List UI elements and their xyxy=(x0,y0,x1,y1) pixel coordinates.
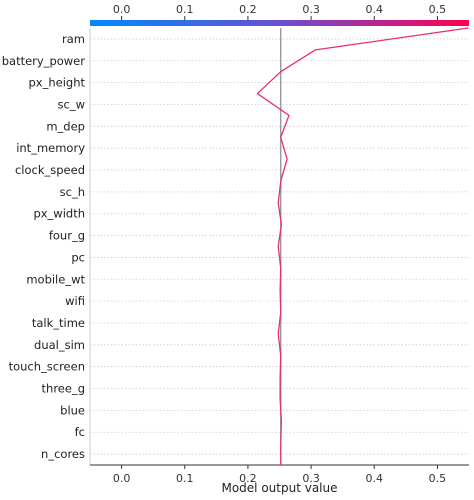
feature-label: int_memory xyxy=(16,141,85,155)
top-tick-label: 0.5 xyxy=(429,3,447,16)
feature-label: three_g xyxy=(42,382,85,396)
top-tick-label: 0.1 xyxy=(176,3,194,16)
feature-label: px_width xyxy=(33,207,85,221)
plot-frame xyxy=(89,28,469,466)
bottom-tick-label: 0.2 xyxy=(239,472,257,485)
feature-label: n_cores xyxy=(41,447,85,461)
bottom-tick-label: 0.0 xyxy=(113,472,131,485)
top-tick-label: 0.0 xyxy=(113,3,131,16)
bottom-tick-label: 0.4 xyxy=(366,472,384,485)
feature-label: pc xyxy=(71,250,85,264)
feature-label: m_dep xyxy=(46,119,85,133)
feature-labels: ram battery_power px_height sc_w m_dep int_me… xyxy=(2,32,86,461)
bottom-tick-label: 0.1 xyxy=(176,472,194,485)
feature-label: ram xyxy=(62,32,85,46)
feature-label: blue xyxy=(60,403,85,417)
feature-label: sc_w xyxy=(58,97,85,111)
bottom-axis: 0.0 0.1 0.2 0.3 0.4 0.5 xyxy=(113,465,446,485)
bottom-tick-label: 0.3 xyxy=(302,472,320,485)
bottom-tick-label: 0.5 xyxy=(429,472,447,485)
feature-label: battery_power xyxy=(2,54,86,68)
top-tick-label: 0.3 xyxy=(302,3,320,16)
feature-label: wifi xyxy=(65,294,85,308)
feature-label: talk_time xyxy=(32,316,85,330)
feature-label: fc xyxy=(75,425,85,439)
decision-path xyxy=(256,27,469,465)
feature-label: sc_h xyxy=(60,185,85,199)
feature-label: dual_sim xyxy=(34,338,85,352)
feature-label: mobile_wt xyxy=(26,272,85,286)
top-axis: 0.0 0.1 0.2 0.3 0.4 0.5 xyxy=(113,3,446,20)
x-axis-title: Model output value xyxy=(221,481,337,495)
top-tick-label: 0.4 xyxy=(366,3,384,16)
feature-label: four_g xyxy=(49,229,85,243)
feature-label: px_height xyxy=(28,76,85,90)
feature-label: touch_screen xyxy=(9,360,85,374)
top-tick-label: 0.2 xyxy=(239,3,257,16)
feature-label: clock_speed xyxy=(15,163,85,177)
colorbar xyxy=(90,20,469,26)
